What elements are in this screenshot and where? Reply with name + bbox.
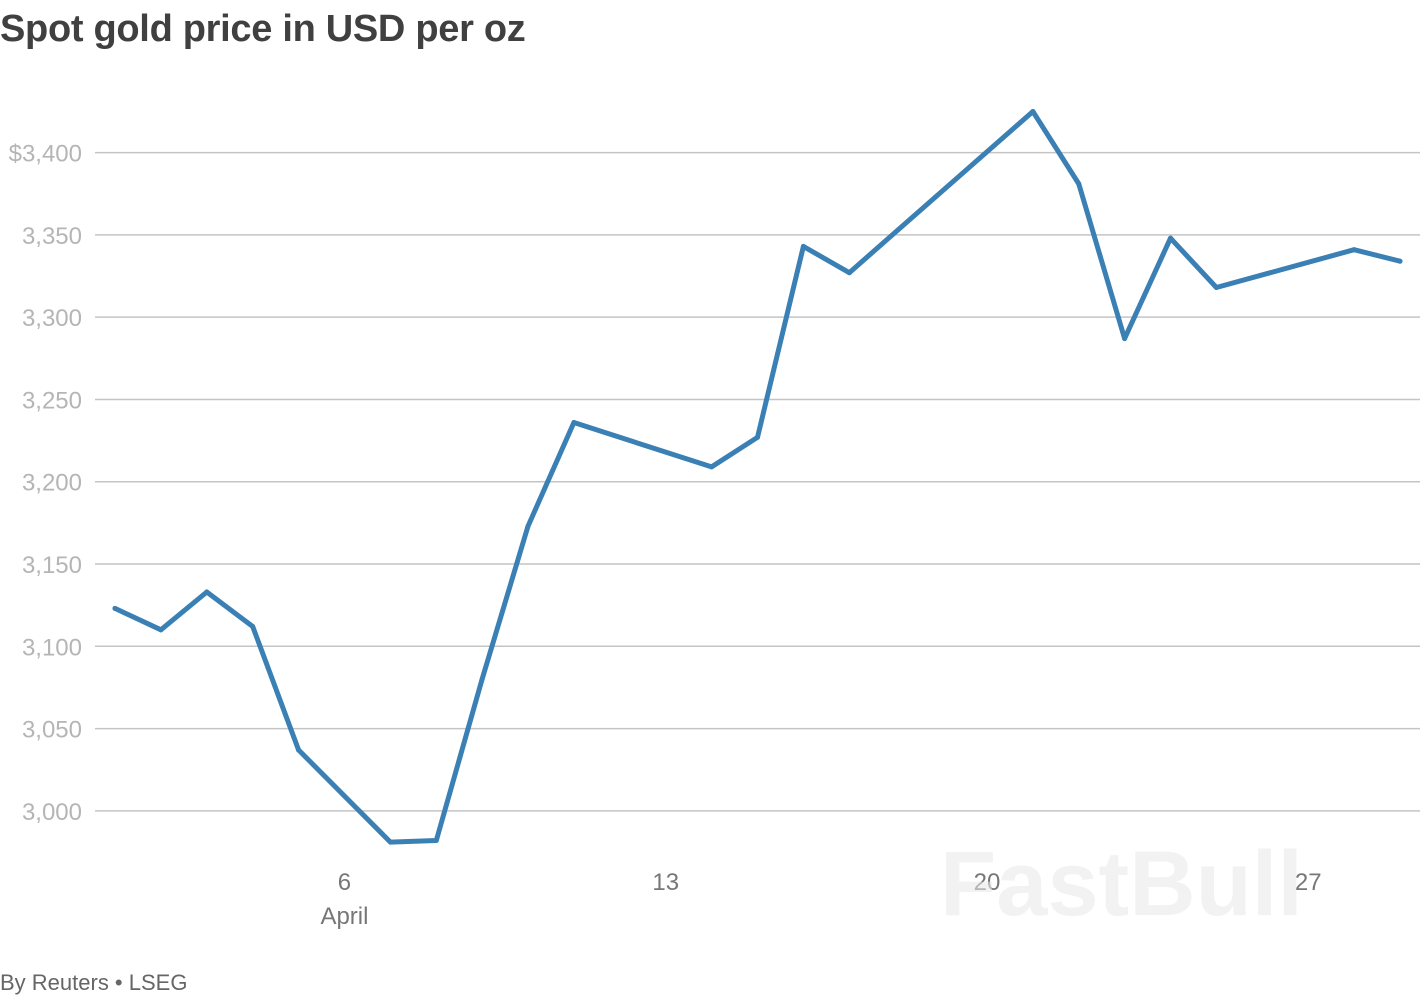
y-tick-label: 3,000	[22, 799, 82, 826]
chart-title: Spot gold price in USD per oz	[0, 8, 526, 50]
data-point	[1122, 336, 1128, 342]
data-point	[250, 624, 256, 630]
y-tick-label: 3,150	[22, 552, 82, 579]
y-tick-label: 3,300	[22, 305, 82, 332]
data-point	[296, 747, 302, 753]
grid-layer	[95, 151, 1420, 812]
y-axis-labels: $3,400 3,350 3,300 3,250 3,200 3,150 3,100 3,05…	[9, 141, 82, 826]
data-point	[1213, 285, 1219, 291]
y-tick-label: 3,250	[22, 387, 82, 414]
line-chart: $3,400 3,350 3,300 3,250 3,200 3,150 3,100 3,05…	[9, 108, 1420, 935]
source-credit: By Reuters • LSEG	[0, 970, 188, 995]
data-point	[525, 523, 531, 529]
data-point	[1030, 108, 1036, 114]
data-point	[479, 676, 485, 682]
watermark-logo: FastBull	[940, 833, 1303, 935]
y-tick-label: 3,200	[22, 470, 82, 497]
data-point	[1351, 247, 1357, 253]
series-layer	[112, 108, 1403, 845]
data-point	[709, 464, 715, 470]
data-point	[1076, 181, 1082, 187]
data-point	[755, 434, 760, 440]
data-point	[387, 839, 393, 845]
y-tick-label: 3,100	[22, 634, 82, 661]
series-line	[112, 109, 1403, 845]
x-tick-label: 20	[974, 869, 1001, 896]
data-point	[571, 419, 577, 425]
y-tick-label: 3,050	[22, 717, 82, 744]
x-tick-label: 6	[338, 869, 351, 896]
y-tick-label: 3,350	[22, 223, 82, 250]
data-point	[158, 627, 164, 633]
data-point	[800, 243, 806, 249]
data-point	[433, 837, 439, 843]
data-point	[1168, 235, 1174, 241]
x-tick-sublabel: April	[320, 903, 368, 930]
data-point	[1397, 258, 1403, 264]
data-point	[846, 270, 852, 276]
data-point	[204, 589, 210, 595]
data-point	[112, 605, 118, 611]
y-tick-label: $3,400	[9, 141, 82, 168]
x-tick-label: 13	[652, 869, 679, 896]
x-tick-label: 27	[1295, 869, 1322, 896]
x-axis-labels: 6 April 13 20 27	[320, 869, 1321, 930]
